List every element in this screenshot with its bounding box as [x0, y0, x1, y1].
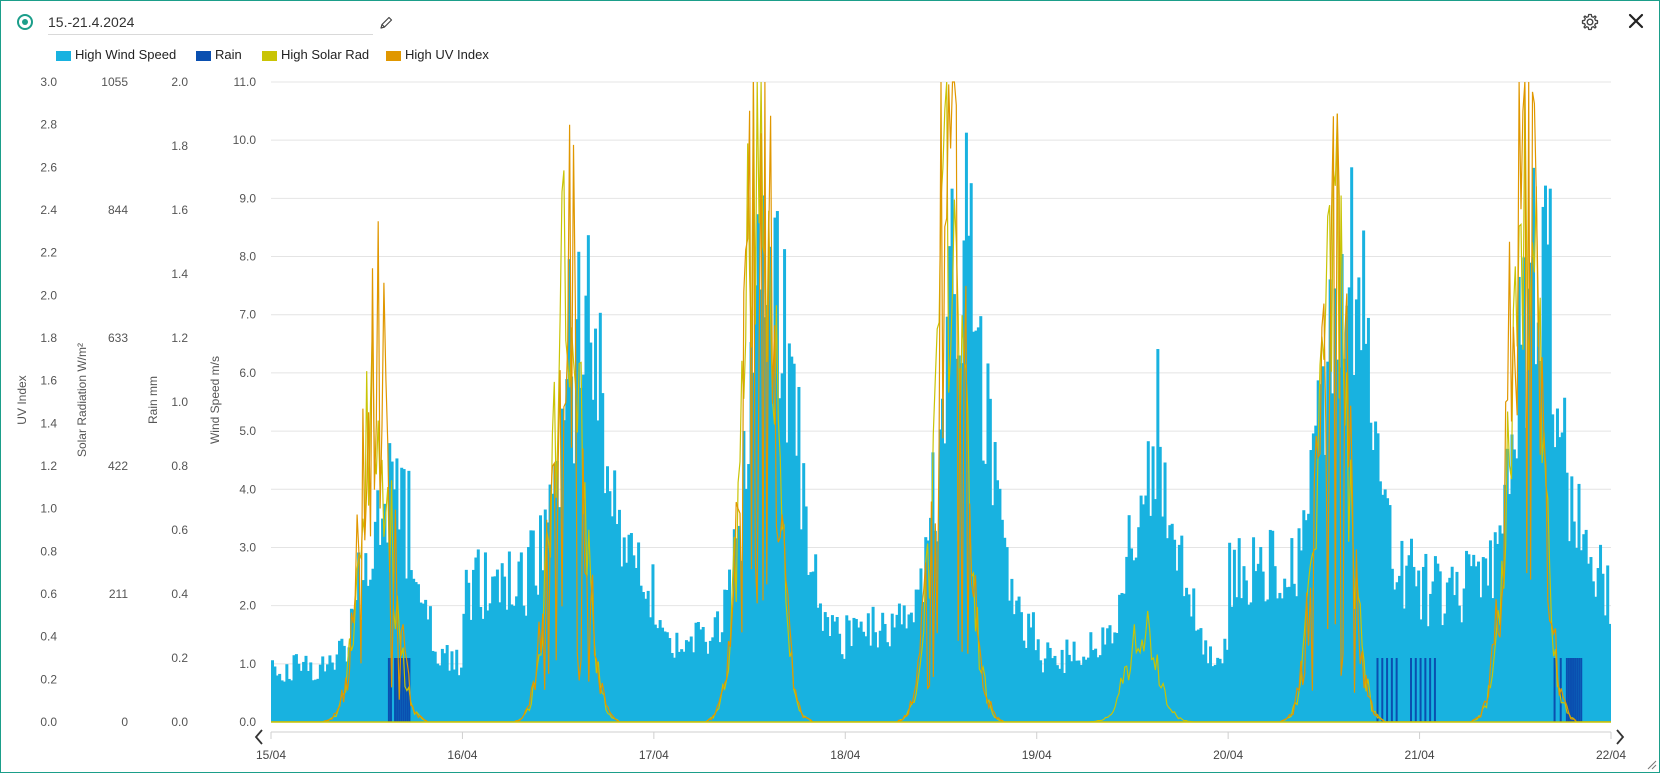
- legend-label: High Solar Rad: [281, 47, 370, 62]
- pencil-icon[interactable]: [378, 15, 394, 31]
- legend-swatch: [262, 51, 277, 61]
- legend-label: High Wind Speed: [75, 47, 177, 62]
- legend-swatch: [56, 51, 71, 61]
- close-icon[interactable]: [1627, 12, 1645, 30]
- chart-header: 15.-21.4.2024: [0, 0, 1662, 44]
- resize-handle-icon[interactable]: [1645, 758, 1657, 770]
- date-range-title[interactable]: 15.-21.4.2024: [48, 14, 373, 35]
- gear-icon[interactable]: [1580, 12, 1600, 32]
- legend-label: Rain: [215, 47, 242, 62]
- legend-swatch: [386, 51, 401, 61]
- legend-swatch: [196, 51, 211, 61]
- legend-label: High UV Index: [405, 47, 489, 62]
- status-dot-icon[interactable]: [17, 14, 33, 30]
